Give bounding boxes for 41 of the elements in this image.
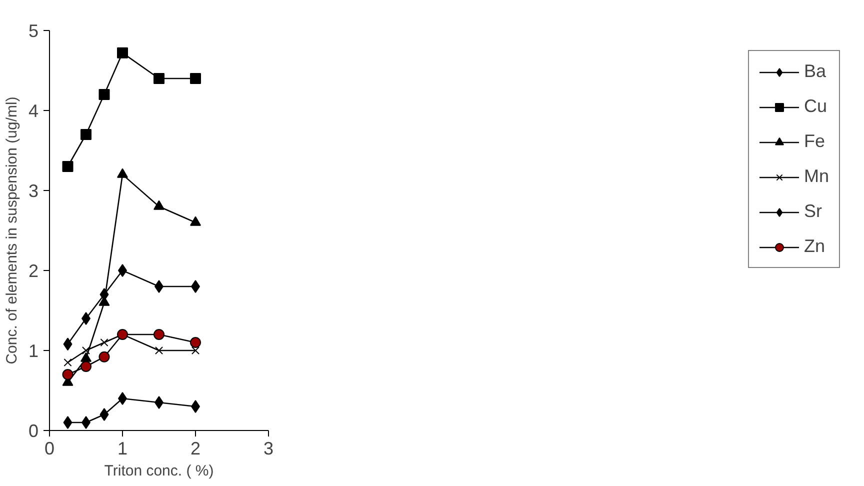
y-tick-label: 1 [28,341,39,361]
x-tick-label: 2 [190,438,201,458]
point [82,346,90,355]
x-tick-label: 0 [44,438,55,458]
y-tick-label: 2 [28,261,39,281]
y-tick-label: 4 [28,101,39,121]
legend-label: Mn [804,166,829,187]
y-tick-label: 3 [28,181,39,201]
x-axis-title: Triton conc. ( %) [104,462,214,480]
x-tick-label: 3 [263,438,274,458]
point [154,329,164,340]
point [80,361,92,372]
point [190,216,201,226]
point [154,200,164,210]
point [154,346,164,355]
point [117,47,128,58]
point [98,89,110,100]
point [63,416,72,429]
point [117,168,128,178]
y-tick-label: 5 [28,21,39,41]
legend-label: Sr [804,201,823,222]
point [63,338,72,351]
point [62,369,74,380]
legend-label: Cu [804,96,827,117]
y-tick-label: 0 [28,421,39,441]
point [80,129,92,140]
point [190,73,201,84]
legend-label: Fe [804,131,825,152]
point [191,346,200,355]
point [190,337,201,348]
point [80,352,92,362]
point [100,338,108,347]
x-tick-label: 1 [117,438,128,458]
y-axis-title: Conc. of elements in suspension (ug/ml) [3,96,20,364]
point [100,408,109,421]
point [64,358,72,367]
point [154,73,164,84]
legend-label: Zn [804,236,825,257]
legend-label: Ba [804,61,826,82]
point [62,161,74,172]
point [98,351,110,362]
